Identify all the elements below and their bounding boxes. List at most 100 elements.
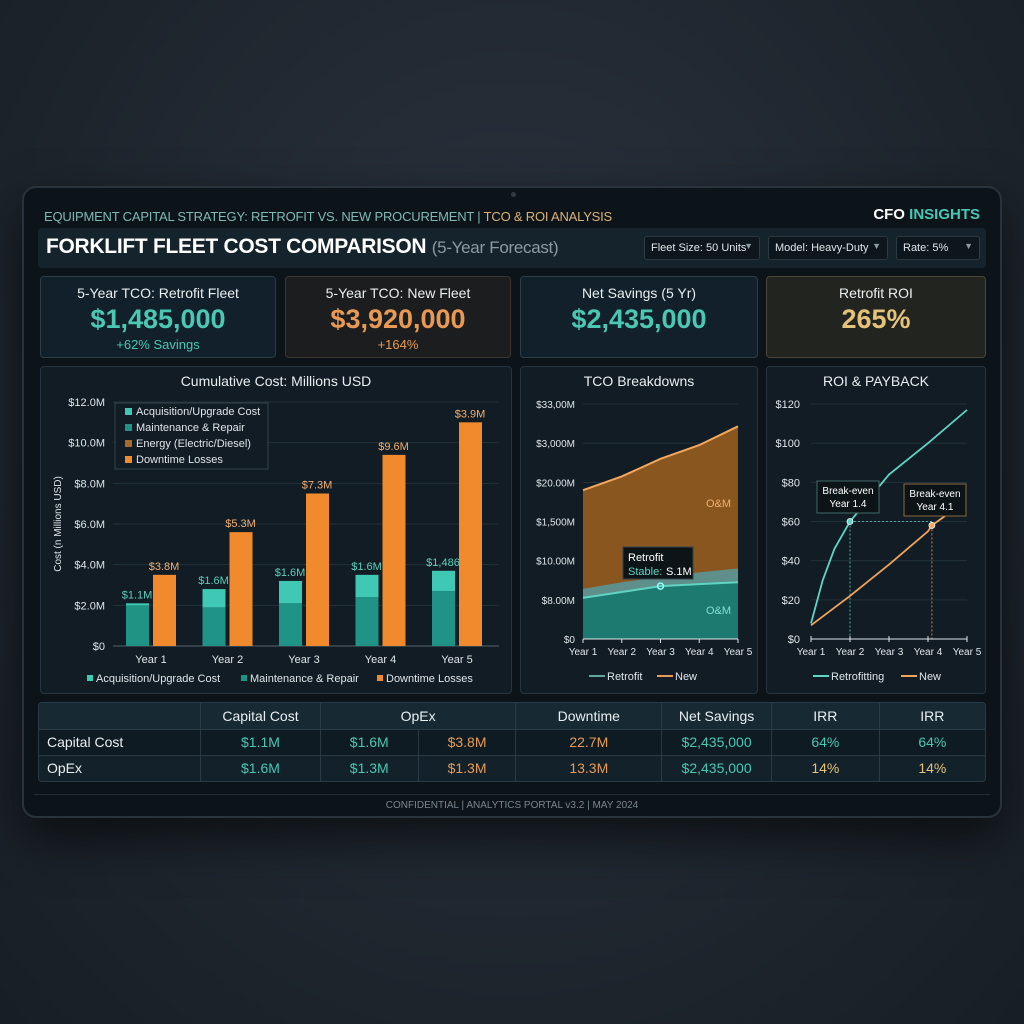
y-tick-label: $0 [788, 634, 800, 646]
kpi-sub: +164% [377, 337, 419, 352]
annotation-box [903, 483, 967, 517]
legend-swatch [241, 675, 247, 681]
brand-a: CFO [873, 206, 910, 223]
bar-acquisition [432, 570, 455, 592]
table-cell: $1.6M [320, 728, 419, 755]
area-chart: $0 $8.00M $10.00M $1,500M $20.00M $3,000M $33,… [536, 400, 753, 683]
bar-data-label: $3.8M [149, 561, 180, 573]
legend-label: New [919, 671, 941, 683]
column-header: Net Savings [661, 703, 772, 729]
header-bar: FORKLIFT FLEET COST COMPARISON (5-Year F… [38, 228, 986, 268]
bar-acquisition [355, 574, 379, 598]
footer-text: CONFIDENTIAL | ANALYTICS PORTAL v3.2 | M… [385, 800, 639, 811]
x-tick-label: Year 4 [914, 647, 943, 658]
y-tick-label: $3,000M [536, 439, 575, 450]
bar-acquisition [202, 589, 226, 608]
dropdown-label: Rate: 5% [903, 242, 949, 254]
y-tick-label: $12.0M [68, 397, 105, 409]
table-cell: 14% [771, 754, 880, 781]
table-cell: $2,435,000 [661, 728, 772, 755]
kpi-net-savings: Net Savings (5 Yr) $2,435,000 [520, 276, 758, 358]
bar-downtime [382, 454, 406, 646]
legend-label: Acquisition/Upgrade Cost [136, 406, 260, 418]
y-tick-label: $10.0M [68, 438, 105, 450]
legend-swatch [125, 456, 132, 463]
y-tick-label: $0 [93, 641, 105, 653]
supertitle-accent: TCO & ROI ANALYSIS [483, 209, 613, 224]
bar-maintenance [279, 603, 302, 646]
x-tick-label: Year 3 [875, 647, 904, 658]
bar-data-label: $1.6M [275, 567, 306, 579]
y-tick-label: $6.0M [74, 519, 105, 531]
cumulative-cost-panel: Cumulative Cost: Millions USD $0 $2.0M $4.… [40, 366, 512, 694]
chevron-down-icon: ▼ [964, 241, 973, 251]
y-tick-label: $8.00M [542, 596, 575, 607]
area-label: O&M [706, 498, 731, 510]
x-tick-label: Year 5 [953, 647, 982, 658]
x-tick-label: Year 2 [607, 647, 636, 658]
kpi-label: Net Savings (5 Yr) [581, 285, 697, 301]
rate-dropdown[interactable]: Rate: 5% ▼ [896, 236, 980, 260]
y-tick-label: $2.0M [74, 600, 105, 612]
kpi-value: $3,920,000 [330, 304, 466, 334]
tooltip-key: Stable: [628, 566, 662, 578]
model-dropdown[interactable]: Model: Heavy-Duty ▼ [768, 236, 888, 260]
bar-downtime [459, 422, 482, 646]
bar-data-label: $1.6M [198, 575, 229, 587]
summary-table: Capital Cost OpEx Downtime Net Savings IRR IR… [38, 702, 986, 782]
tooltip-box [622, 546, 694, 580]
supertitle: EQUIPMENT CAPITAL STRATEGY: RETROFIT VS.… [44, 209, 612, 224]
kpi-label: Retrofit ROI [839, 285, 913, 301]
x-tick-label: Year 1 [135, 654, 166, 666]
legend-label: New [675, 671, 697, 683]
legend-label: Energy (Electric/Diesel) [136, 438, 251, 450]
chevron-down-icon: ▼ [744, 241, 753, 251]
legend-label: Acquisition/Upgrade Cost [96, 673, 220, 685]
kpi-value: $2,435,000 [571, 304, 707, 334]
new-line [582, 425, 739, 492]
x-tick-label: Year 1 [797, 647, 826, 658]
y-tick-label: $33,00M [536, 400, 575, 411]
y-tick-label: $80 [782, 477, 800, 489]
y-tick-label: $100 [776, 438, 800, 450]
brand-logo: CFO INSIGHTS [873, 206, 980, 223]
page-title: FORKLIFT FLEET COST COMPARISON (5-Year F… [46, 235, 559, 259]
table-cell: $2,435,000 [661, 754, 772, 781]
table-cell: 22.7M [515, 728, 663, 755]
column-header: Downtime [515, 703, 663, 729]
column-header: OpEx [320, 703, 517, 729]
fleet-size-dropdown[interactable]: Fleet Size: 50 Units ▼ [644, 236, 760, 260]
bar-maintenance [432, 591, 455, 646]
annotation-text: Year 1.4 [830, 499, 867, 510]
retrofit-marker [656, 582, 665, 590]
column-header: IRR [920, 707, 945, 724]
area-label: O&M [706, 605, 731, 617]
bar-downtime [229, 532, 253, 646]
kpi-value: $1,485,000 [90, 304, 226, 334]
table-cell: $1.3M [320, 754, 419, 781]
table-cell: $1.3M [418, 754, 517, 781]
bar-data-label: $5.3M [225, 518, 256, 530]
dropdown-label: Fleet Size: 50 Units [651, 242, 747, 254]
bar-chart: $0 $2.0M $4.0M $6.0M $8.0M $10.0M $12.0M Cost (… [53, 397, 499, 685]
legend-swatch [125, 440, 132, 447]
bar-maintenance [126, 605, 149, 646]
tooltip-value: S.1M [666, 566, 692, 578]
bar-data-label: $9.6M [378, 441, 409, 453]
annotation-title: Break-even [909, 489, 960, 500]
y-tick-label: $120 [776, 399, 800, 411]
x-tick-label: Year 3 [288, 654, 319, 666]
supertitle-text: EQUIPMENT CAPITAL STRATEGY: RETROFIT VS.… [44, 209, 484, 224]
table-row: Capital Cost $1.1M $1.6M $3.8M 22.7M $2,435,0… [39, 728, 985, 755]
annotation-title: Break-even [822, 486, 873, 497]
y-tick-label: $40 [782, 556, 800, 568]
legend-swatch [377, 675, 383, 681]
column-header: IRR [771, 703, 880, 729]
title-text: FORKLIFT FLEET COST COMPARISON [46, 235, 432, 258]
kpi-retrofit-roi: Retrofit ROI 265% [766, 276, 986, 358]
chart-title: Cumulative Cost: Millions USD [180, 373, 372, 389]
legend-label: Maintenance & Repair [250, 673, 359, 685]
kpi-new-tco: 5-Year TCO: New Fleet $3,920,000 +164% [285, 276, 511, 358]
table-cell: 14% [879, 754, 985, 781]
y-tick-label: $20 [782, 595, 800, 607]
